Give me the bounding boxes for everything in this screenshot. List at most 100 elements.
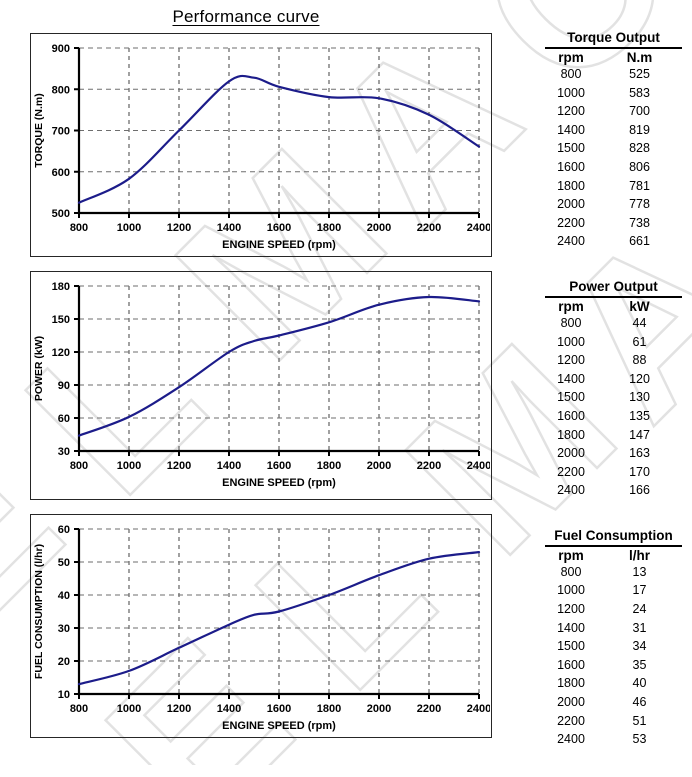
table-title: Fuel Consumption [545,528,682,547]
svg-text:600: 600 [52,167,70,179]
table-row: 1800 40 [545,674,682,693]
torque-chart-box: 500 600 700 800 900 800 1000 1200 1400 1600 1800 20… [30,33,492,257]
svg-text:150: 150 [52,314,70,326]
cell-rpm: 800 [560,564,582,579]
svg-text:50: 50 [58,557,70,569]
cell-value: 130 [629,390,650,405]
cell-value: 700 [629,104,650,119]
svg-text:1000: 1000 [117,222,141,234]
svg-text:1200: 1200 [167,222,191,234]
table-row: 2200 51 [545,712,682,731]
svg-text:1800: 1800 [317,460,341,472]
svg-text:20: 20 [58,656,70,668]
cell-rpm: 1000 [557,85,585,100]
svg-text:90: 90 [58,380,70,392]
table-row: 1000 583 [545,84,682,103]
cell-rpm: 2200 [557,464,585,479]
svg-text:2000: 2000 [367,222,391,234]
svg-text:1800: 1800 [317,703,341,715]
table-row: 2400 53 [545,730,682,749]
svg-text:800: 800 [52,84,70,96]
table-row: 1400 31 [545,619,682,638]
cell-value: 778 [629,197,650,212]
svg-text:1600: 1600 [267,460,291,472]
cell-rpm: 1800 [557,427,585,442]
table-row: 1800 781 [545,177,682,196]
table-row: 1600 135 [545,407,682,426]
svg-text:1400: 1400 [217,460,241,472]
svg-text:2200: 2200 [417,703,441,715]
svg-text:60: 60 [58,413,70,425]
cell-value: 46 [632,695,647,710]
svg-text:TORQUE (N.m): TORQUE (N.m) [33,93,45,167]
tables-column: Torque Output rpm N.m 800 525 1000 583 1200 7… [545,30,682,777]
cell-rpm: 1400 [557,371,585,386]
table-row: 1200 700 [545,102,682,121]
svg-text:2200: 2200 [417,460,441,472]
col-header-unit: l/hr [628,547,650,563]
table-row: 2200 738 [545,214,682,233]
cell-rpm: 2400 [557,732,585,747]
cell-rpm: 1500 [557,390,585,405]
table-header-row: rpm kW [545,298,682,314]
svg-text:POWER (kW): POWER (kW) [33,336,45,401]
cell-rpm: 1000 [557,334,585,349]
svg-text:2400: 2400 [467,460,490,472]
table-row: 800 525 [545,65,682,84]
svg-text:700: 700 [52,126,70,138]
svg-text:500: 500 [52,208,70,220]
cell-rpm: 1200 [557,602,585,617]
table-row: 1800 147 [545,426,682,445]
cell-value: 135 [629,408,650,423]
svg-text:ENGINE SPEED (rpm): ENGINE SPEED (rpm) [222,720,336,732]
svg-text:1000: 1000 [117,703,141,715]
cell-value: 525 [629,67,650,81]
svg-text:30: 30 [58,623,70,635]
torque-chart: 500 600 700 800 900 800 1000 1200 1400 1600 1800 20… [33,43,490,251]
cell-value: 17 [632,583,647,598]
cell-value: 819 [629,122,650,137]
col-header-unit: N.m [626,50,653,65]
svg-text:120: 120 [52,347,70,359]
torque-output-table: Torque Output rpm N.m 800 525 1000 583 1200 7… [545,30,682,251]
cell-rpm: 1500 [557,141,585,156]
col-header-rpm: rpm [558,547,584,563]
cell-value: 31 [632,620,647,635]
table-row: 2000 778 [545,195,682,214]
table-row: 1600 806 [545,158,682,177]
table-row: 2400 166 [545,481,682,500]
cell-value: 147 [629,427,650,442]
svg-text:1000: 1000 [117,460,141,472]
cell-value: 828 [629,141,650,156]
table-row: 1500 828 [545,139,682,158]
svg-text:800: 800 [70,703,88,715]
power-output-table: Power Output rpm kW 800 44 1000 61 1200 88 140… [545,279,682,500]
svg-text:2000: 2000 [367,460,391,472]
cell-rpm: 1400 [557,122,585,137]
cell-value: 35 [632,657,647,672]
cell-value: 13 [632,564,647,579]
power-chart-box: 30 60 90 120 150 180 800 1000 1200 1400 1600 1800 20… [30,271,492,500]
table-body: 800 44 1000 61 1200 88 1400 120 1500 130 1600 135 18… [545,314,682,500]
cell-value: 661 [629,234,650,249]
table-row: 800 44 [545,314,682,333]
cell-rpm: 1800 [557,676,585,691]
cell-rpm: 1600 [557,408,585,423]
svg-text:1400: 1400 [217,703,241,715]
cell-rpm: 1800 [557,178,585,193]
table-header-row: rpm N.m [545,49,682,65]
table-body: 800 525 1000 583 1200 700 1400 819 1500 828 1600 80… [545,65,682,251]
cell-value: 806 [629,159,650,174]
charts-column: 500 600 700 800 900 800 1000 1200 1400 1600 1800 20… [30,33,494,752]
cell-rpm: 1600 [557,657,585,672]
cell-value: 120 [629,371,650,386]
svg-text:1800: 1800 [317,222,341,234]
cell-rpm: 2000 [557,446,585,461]
svg-text:2400: 2400 [467,703,490,715]
svg-text:1600: 1600 [267,222,291,234]
svg-text:900: 900 [52,43,70,55]
cell-value: 61 [632,334,647,349]
cell-rpm: 1400 [557,620,585,635]
table-row: 2000 46 [545,693,682,712]
table-row: 1000 17 [545,581,682,600]
